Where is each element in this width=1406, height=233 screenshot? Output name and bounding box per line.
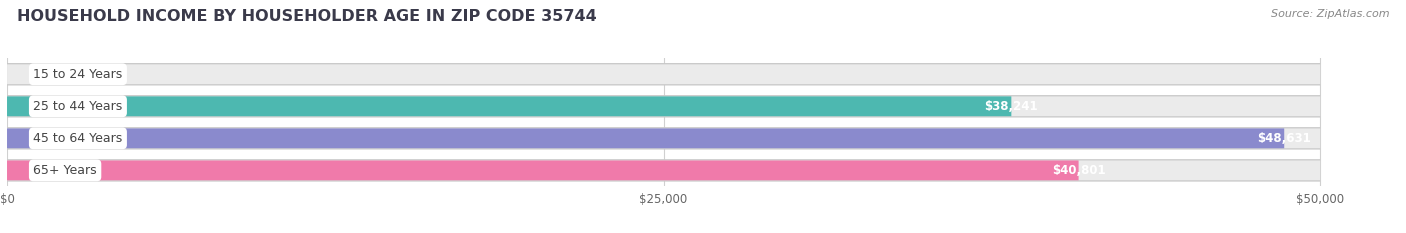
FancyBboxPatch shape xyxy=(7,159,1320,182)
FancyBboxPatch shape xyxy=(7,63,1320,86)
Text: $48,631: $48,631 xyxy=(1257,132,1312,145)
FancyBboxPatch shape xyxy=(7,96,1320,116)
FancyBboxPatch shape xyxy=(7,64,1320,84)
Text: 65+ Years: 65+ Years xyxy=(34,164,97,177)
FancyBboxPatch shape xyxy=(7,127,1320,150)
Text: HOUSEHOLD INCOME BY HOUSEHOLDER AGE IN ZIP CODE 35744: HOUSEHOLD INCOME BY HOUSEHOLDER AGE IN Z… xyxy=(17,9,596,24)
Text: 15 to 24 Years: 15 to 24 Years xyxy=(34,68,122,81)
Text: $0: $0 xyxy=(38,68,55,81)
FancyBboxPatch shape xyxy=(7,95,1320,117)
FancyBboxPatch shape xyxy=(7,128,1284,148)
Text: $38,241: $38,241 xyxy=(984,100,1038,113)
Text: Source: ZipAtlas.com: Source: ZipAtlas.com xyxy=(1271,9,1389,19)
FancyBboxPatch shape xyxy=(7,96,1011,116)
FancyBboxPatch shape xyxy=(7,161,1078,180)
Text: 25 to 44 Years: 25 to 44 Years xyxy=(34,100,122,113)
Text: $40,801: $40,801 xyxy=(1052,164,1105,177)
FancyBboxPatch shape xyxy=(7,128,1320,148)
Text: 45 to 64 Years: 45 to 64 Years xyxy=(34,132,122,145)
FancyBboxPatch shape xyxy=(7,161,1320,180)
